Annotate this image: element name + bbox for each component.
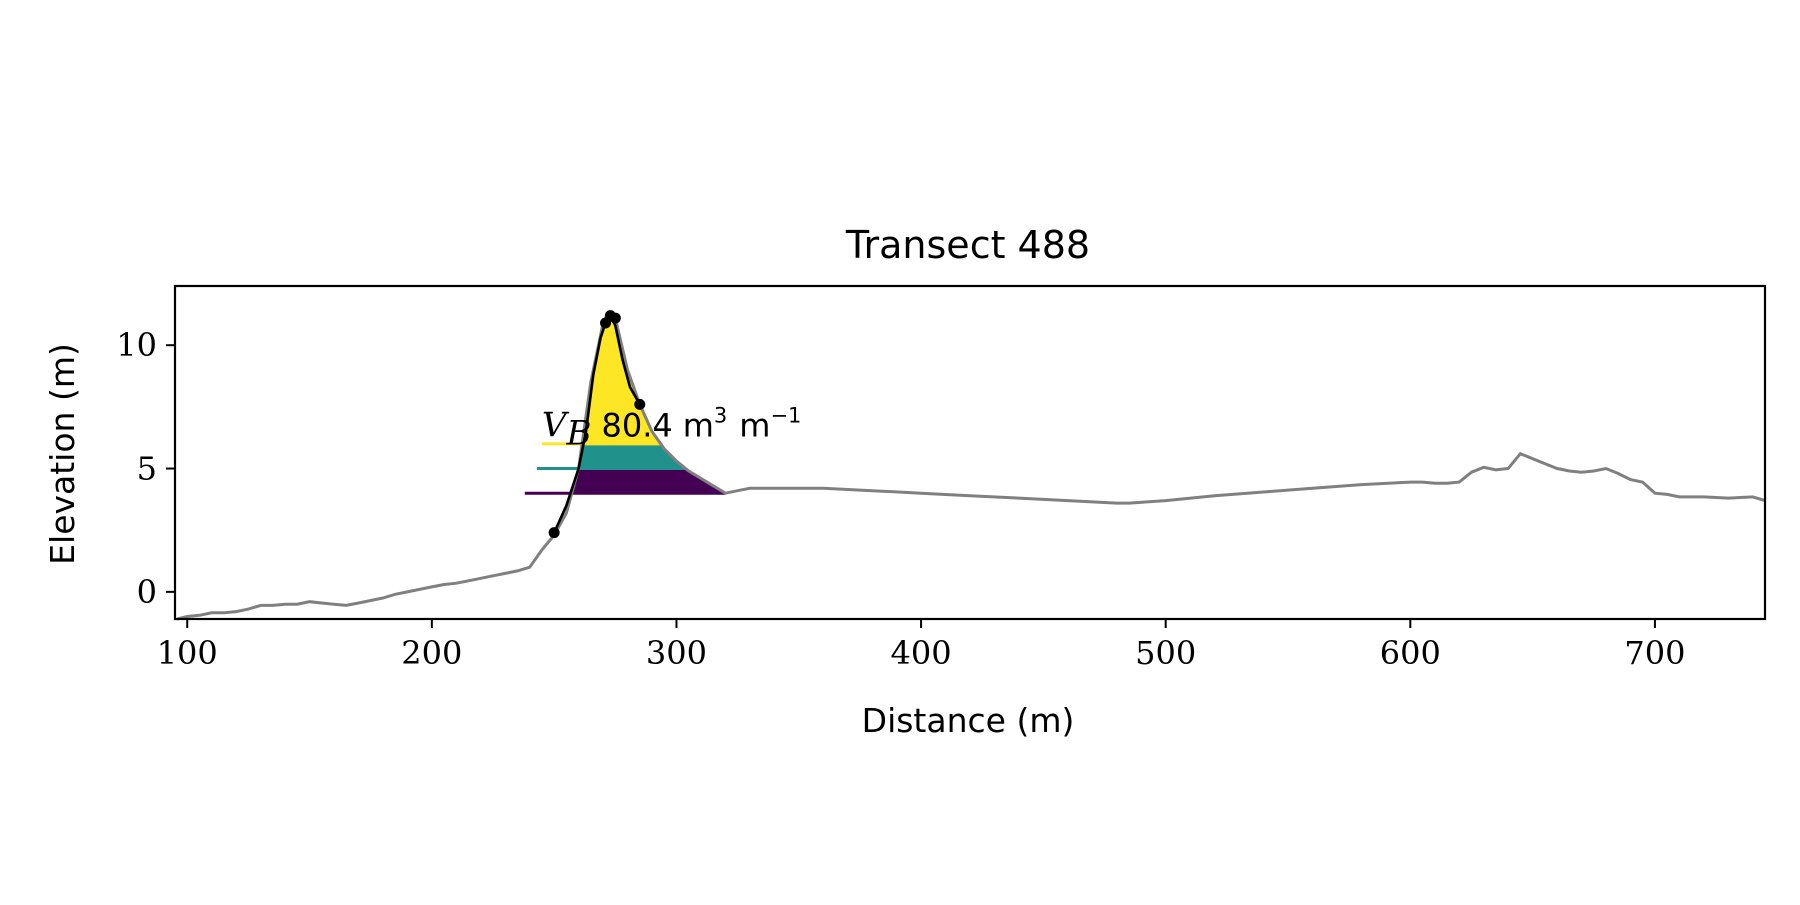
profile-series	[177, 310, 1766, 621]
dune-point	[548, 527, 560, 539]
dune-point	[634, 398, 646, 410]
x-tick-label: 200	[401, 634, 462, 672]
x-axis-ticks: 100 200 300 400 500 600 700	[157, 619, 1685, 672]
y-tick-label: 5	[137, 450, 157, 488]
x-tick-label: 700	[1624, 634, 1685, 672]
profile-line	[177, 310, 1766, 621]
dune-series	[548, 310, 646, 539]
x-tick-label: 500	[1135, 634, 1196, 672]
x-axis-label: Distance (m)	[862, 701, 1075, 740]
volume-unit-exp2: −1	[770, 403, 801, 427]
chart-title: Transect 488	[845, 223, 1090, 267]
volume-fills	[570, 315, 726, 494]
fill-top-band	[583, 315, 661, 444]
plot-frame	[173, 284, 1767, 621]
x-tick-label: 600	[1380, 634, 1441, 672]
y-tick-label: 0	[137, 573, 157, 611]
y-axis-label: Elevation (m)	[43, 343, 82, 565]
x-tick-label: 400	[891, 634, 952, 672]
volume-unit-exp: 3	[714, 403, 727, 427]
volume-symbol: V	[542, 405, 570, 445]
volume-unit-base: m	[683, 406, 714, 444]
volume-unit-base2: m	[739, 406, 770, 444]
fill-mid-band	[578, 443, 686, 469]
x-tick-label: 300	[646, 634, 707, 672]
y-tick-label: 10	[116, 326, 157, 364]
volume-annotation: VB 80.4 m3 m−1	[542, 403, 802, 453]
x-tick-label: 100	[157, 634, 218, 672]
y-axis-ticks: 0 5 10	[116, 326, 175, 611]
fill-base-band	[570, 468, 726, 494]
dune-line	[553, 312, 641, 534]
dune-point	[609, 312, 621, 324]
elevation-levels	[524, 442, 726, 495]
volume-subscript: B	[565, 413, 591, 453]
volume-value: 80.4	[601, 406, 672, 444]
